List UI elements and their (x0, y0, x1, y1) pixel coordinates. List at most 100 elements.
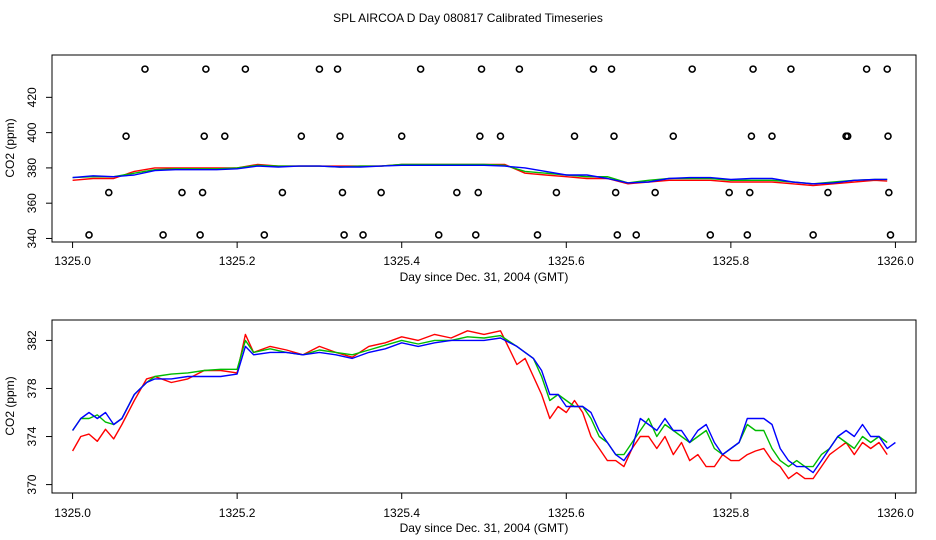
top-flask-point (809, 231, 817, 239)
top-flask-point (610, 132, 618, 140)
top-flask-point (333, 65, 342, 73)
bottom-y-tick-label: 370 (25, 474, 39, 494)
top-flask-point (196, 231, 204, 239)
top-flask-point (768, 132, 776, 140)
top-flask-point (787, 65, 795, 73)
top-flask-point (669, 132, 678, 140)
top-flask-point (221, 132, 229, 140)
top-flask-point (336, 132, 344, 140)
bottom-series-line (72, 334, 888, 468)
top-flask-point (824, 188, 832, 197)
bottom-x-tick-label: 1325.4 (383, 506, 420, 520)
top-flask-point (202, 65, 210, 73)
top-flask-point (496, 132, 505, 140)
bottom-y-axis-label: CO2 (ppm) (3, 376, 17, 435)
top-y-tick-label: 380 (25, 158, 39, 178)
top-flask-point (434, 231, 443, 239)
top-flask-point (725, 188, 734, 197)
top-y-tick-label: 400 (25, 122, 39, 142)
top-flask-point (397, 132, 406, 140)
top-flask-point (159, 231, 167, 239)
bottom-y-tick-label: 382 (25, 330, 39, 350)
top-flask-point (533, 231, 542, 239)
top-x-tick-label: 1325.6 (548, 254, 585, 268)
top-flask-point (613, 231, 622, 239)
top-flask-point (743, 231, 752, 239)
top-flask-point (260, 231, 269, 239)
bottom-x-tick-label: 1325.0 (54, 506, 91, 520)
top-series-line (72, 163, 888, 185)
top-flask-point (198, 188, 207, 197)
bottom-x-axis: 1325.0 1325.2 1325.4 1325.6 1325.8 1326.0 (54, 493, 914, 520)
top-flask-point (607, 65, 616, 73)
top-y-tick-label: 340 (25, 228, 39, 248)
bottom-series-line (72, 337, 896, 474)
bottom-series-line (71, 330, 888, 480)
top-x-tick-label: 1325.2 (219, 254, 256, 268)
top-flask-point (886, 231, 895, 239)
bottom-x-tick-label: 1325.2 (219, 506, 256, 520)
top-flask-point (611, 188, 620, 197)
bottom-x-tick-label: 1325.8 (713, 506, 750, 520)
bottom-panel: 1325.0 1325.2 1325.4 1325.6 1325.8 1326.0 370… (3, 319, 917, 535)
top-flask-point (862, 65, 871, 73)
top-flask-point (104, 188, 113, 197)
top-x-tick-label: 1325.0 (54, 254, 91, 268)
top-flask-point (632, 231, 641, 239)
top-flask-point (340, 231, 348, 239)
top-series-line (72, 163, 888, 187)
bottom-plot-frame (51, 319, 917, 494)
top-series-line (72, 164, 888, 185)
bottom-x-tick-label: 1325.6 (548, 506, 585, 520)
top-flask-point (552, 188, 561, 197)
top-flask-point (651, 188, 659, 197)
top-flask-point (476, 132, 484, 140)
bottom-y-tick-label: 374 (25, 426, 39, 446)
bottom-x-axis-label: Day since Dec. 31, 2004 (GMT) (400, 521, 569, 535)
bottom-y-axis: 370 374 378 382 (25, 330, 52, 495)
top-flask-point (749, 65, 757, 73)
top-flask-point (122, 132, 130, 140)
top-flask-point (359, 231, 367, 239)
top-flask-point (747, 132, 756, 140)
top-flask-point (745, 188, 754, 197)
top-flask-point (885, 188, 893, 197)
top-flask-point (477, 65, 486, 73)
top-flask-point (471, 231, 480, 239)
top-plot-area (72, 65, 895, 239)
top-flask-point (416, 65, 425, 73)
top-flask-point (141, 65, 149, 73)
top-flask-point (884, 132, 892, 140)
top-flask-point (474, 188, 483, 197)
top-y-axis: 340 360 380 400 420 (25, 87, 52, 248)
top-x-axis: 1325.0 1325.2 1325.4 1325.6 1325.8 1326.0 (54, 242, 914, 268)
top-flask-point (688, 65, 696, 73)
bottom-plot-area (71, 330, 896, 480)
top-flask-point (278, 188, 287, 197)
top-y-tick-label: 420 (25, 87, 39, 107)
top-flask-point (85, 231, 93, 239)
chart-title: SPL AIRCOA D Day 080817 Calibrated Times… (333, 11, 603, 25)
top-x-tick-label: 1326.0 (877, 254, 914, 268)
top-panel: 1325.0 1325.2 1325.4 1325.6 1325.8 1326.0 340… (3, 54, 917, 284)
top-y-axis-label: CO2 (ppm) (3, 118, 17, 177)
top-flask-point (241, 65, 250, 73)
top-flask-point (178, 188, 186, 197)
top-y-tick-label: 360 (25, 193, 39, 213)
top-x-axis-label: Day since Dec. 31, 2004 (GMT) (400, 270, 569, 284)
bottom-y-tick-label: 378 (25, 378, 39, 398)
bottom-x-tick-label: 1326.0 (877, 506, 914, 520)
top-flask-point (570, 132, 579, 140)
top-flask-point (453, 188, 461, 197)
top-x-tick-label: 1325.8 (713, 254, 750, 268)
top-flask-point (377, 188, 385, 197)
top-flask-point (315, 65, 324, 73)
top-flask-point (200, 132, 209, 140)
top-flask-point (338, 188, 347, 197)
top-flask-point (883, 65, 892, 73)
top-plot-frame (51, 54, 917, 243)
top-flask-point (706, 231, 715, 239)
top-flask-point (843, 132, 852, 140)
top-flask-point (589, 65, 598, 73)
